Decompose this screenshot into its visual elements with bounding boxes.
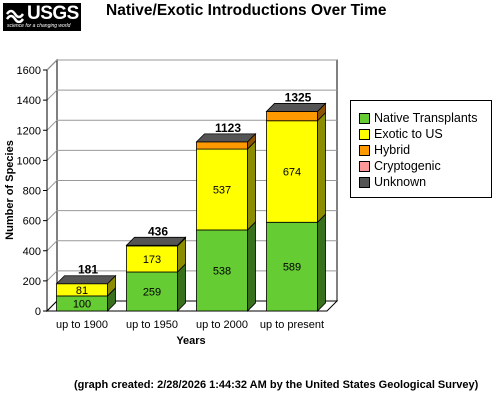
- y-axis-title: Number of Species: [4, 140, 16, 240]
- bar-total-label: 181: [78, 263, 98, 277]
- x-tick-label: up to 2000: [196, 319, 248, 331]
- y-tick-label: 1200: [17, 125, 41, 137]
- x-tick-label: up to present: [260, 319, 324, 331]
- bar-segment-label: 173: [143, 254, 161, 266]
- usgs-wave-icon: [6, 9, 25, 23]
- legend-swatch: [359, 113, 370, 124]
- gridline-depth: [46, 210, 58, 221]
- bar-segment-label: 589: [283, 262, 301, 274]
- gridline-depth: [46, 59, 58, 71]
- bar-segment-label: 537: [213, 185, 231, 197]
- chart-title: Native/Exotic Introductions Over Time: [106, 2, 387, 19]
- bar-segment-label: 674: [283, 167, 301, 179]
- y-tick-label: 1600: [17, 65, 41, 77]
- legend-label: Unknown: [374, 175, 427, 189]
- y-tick-label: 200: [23, 276, 41, 288]
- graph-created-footer: (graph created: 2/28/2026 1:44:32 AM by …: [74, 379, 479, 391]
- bar-segment-side: [247, 140, 256, 231]
- bar-segment-label: 100: [73, 298, 91, 310]
- legend-swatch: [359, 177, 370, 188]
- usgs-logo: USGS science for a changing world: [3, 3, 81, 31]
- bar-segment: [126, 271, 178, 312]
- bar-total-label: 1325: [285, 90, 312, 104]
- gridline-depth: [46, 180, 58, 191]
- legend-label: Native Transplants: [374, 111, 478, 125]
- legend-swatch: [359, 161, 370, 172]
- legend-label: Exotic to US: [374, 127, 443, 141]
- bar-top: [55, 275, 117, 285]
- gridline-depth: [46, 89, 58, 101]
- y-tick-label: 1000: [17, 155, 41, 167]
- bar-top: [125, 236, 187, 246]
- x-tick-label: up to 1900: [56, 319, 108, 331]
- y-tick-label: 0: [35, 306, 41, 318]
- y-tick-label: 800: [23, 186, 41, 198]
- legend-swatch: [359, 129, 370, 140]
- bar-total-label: 436: [148, 224, 168, 238]
- bar-segment-side: [317, 213, 326, 312]
- logo-wordmark: USGS: [27, 3, 79, 24]
- x-tick-label: up to 1950: [126, 319, 178, 331]
- bar-segment-label: 259: [143, 286, 161, 298]
- gridline-depth: [46, 119, 58, 131]
- chart-legend: Native Transplants Exotic to US Hybrid Cryp…: [350, 100, 492, 198]
- bar-total-label: 1123: [215, 121, 241, 135]
- bar-segment-side: [317, 111, 326, 224]
- gridline-depth: [46, 270, 58, 282]
- bar-segment-side: [247, 220, 256, 312]
- legend-swatch: [359, 145, 370, 156]
- bar-segment-label: 81: [76, 285, 88, 297]
- y-tick-label: 400: [23, 246, 41, 258]
- x-axis-title: Years: [176, 335, 205, 347]
- legend-label: Cryptogenic: [374, 159, 441, 173]
- logo-tagline: science for a changing world: [7, 23, 71, 29]
- legend-label: Hybrid: [374, 143, 411, 157]
- bar-top: [265, 103, 327, 112]
- bar-top: [195, 133, 257, 143]
- bar-segment: [266, 111, 318, 122]
- gridline-depth: [46, 150, 58, 161]
- y-tick-label: 600: [23, 216, 41, 228]
- bar-segment: [196, 141, 248, 150]
- y-tick-label: 1400: [17, 95, 41, 107]
- bar-segment-label: 538: [213, 265, 231, 277]
- gridline-depth: [46, 240, 58, 252]
- bar-segment: [126, 245, 178, 273]
- bar-segment: [196, 148, 248, 231]
